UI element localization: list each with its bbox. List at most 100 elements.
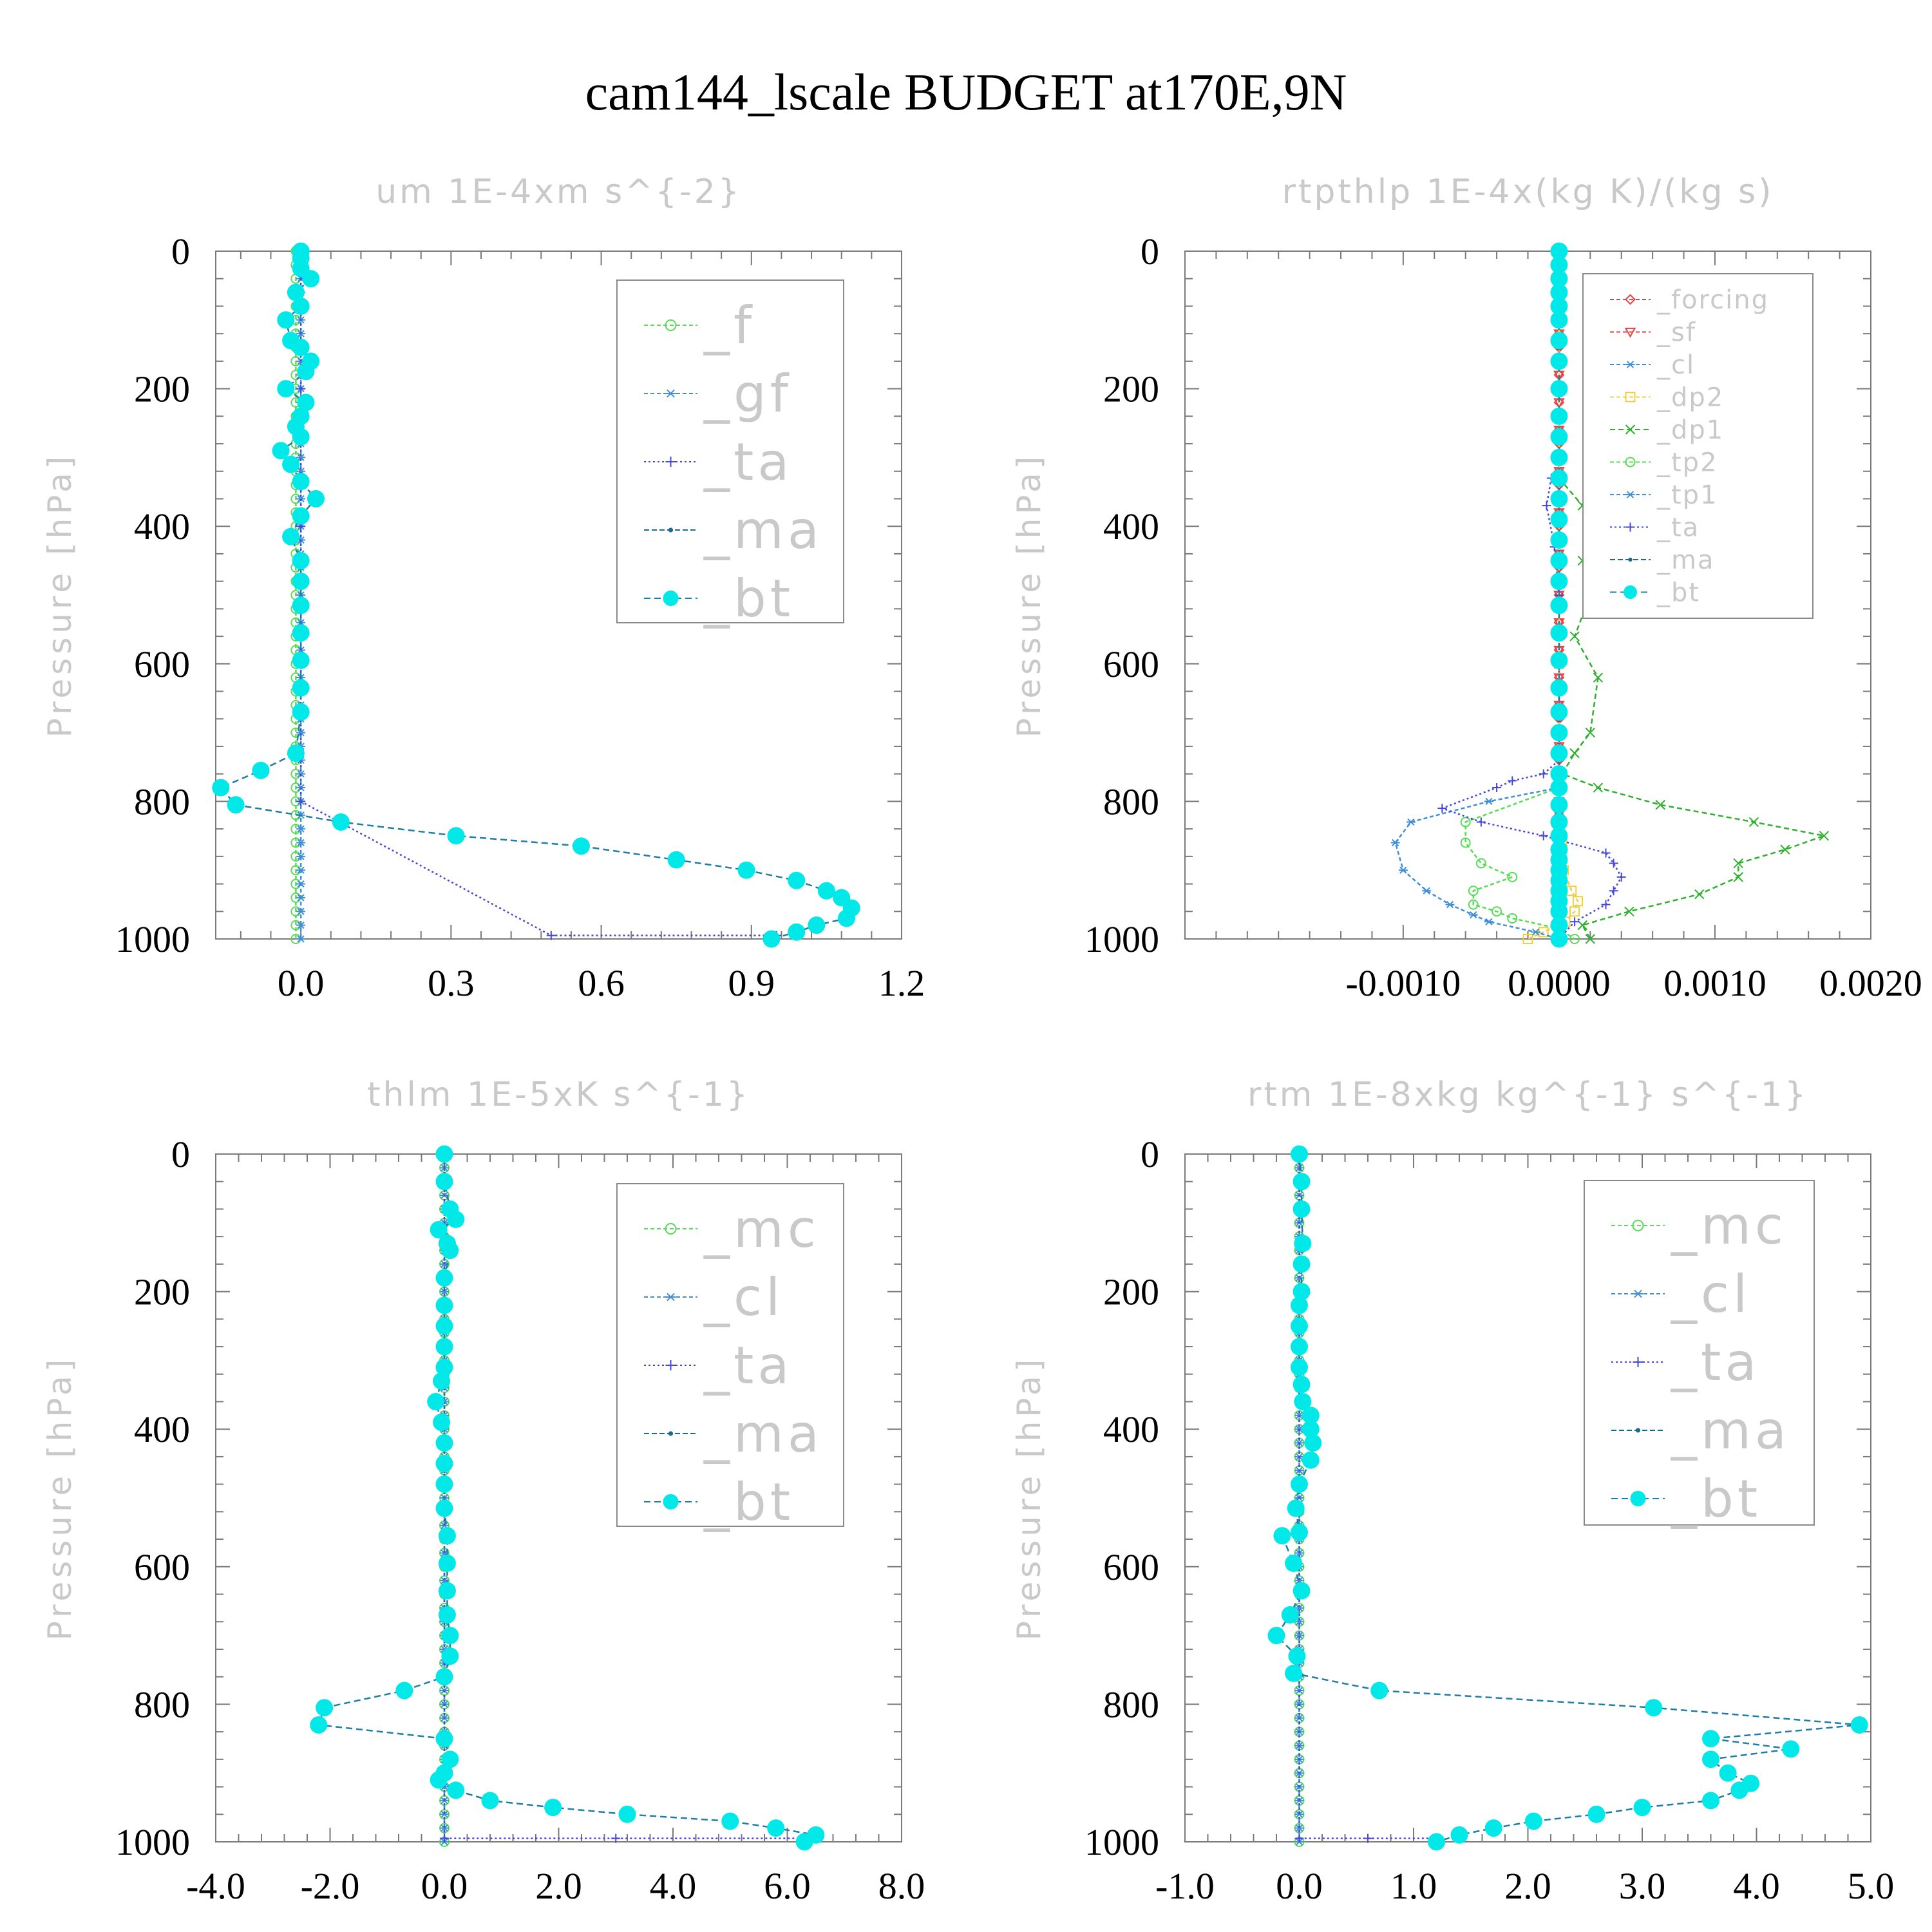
- data-point: [1694, 889, 1705, 900]
- data-point: [1550, 380, 1568, 398]
- data-point: [1450, 1826, 1468, 1844]
- data-point: [435, 1173, 453, 1191]
- data-point: [435, 1296, 453, 1314]
- y-tick-label: 0: [1141, 231, 1159, 272]
- x-tick-label: 1.0: [1390, 1865, 1437, 1907]
- data-point: [1553, 370, 1565, 381]
- data-point: [544, 1799, 562, 1817]
- data-point: [435, 1358, 453, 1376]
- legend-label: _cl: [1656, 350, 1695, 380]
- data-point: [1304, 1434, 1322, 1452]
- y-tick-label: 200: [1103, 368, 1159, 410]
- data-point: [435, 1317, 453, 1335]
- legend-label: _ta: [703, 432, 793, 492]
- data-point: [1702, 1730, 1719, 1748]
- data-point: [292, 473, 310, 491]
- data-point: [441, 1242, 459, 1260]
- panel-title: rtm 1E-8xkg kg^{-1} s^{-1}: [1247, 1075, 1808, 1114]
- x-tick-label: -1.0: [1155, 1865, 1215, 1907]
- x-tick-label: 5.0: [1848, 1865, 1895, 1907]
- panel-2: -0.0010 0.0000 0.0010 0.0020 0 200 400 600 800 10…: [1010, 173, 1922, 1004]
- data-point: [1780, 844, 1790, 855]
- data-point: [1370, 1681, 1388, 1700]
- data-point: [1550, 531, 1568, 549]
- legend-label: _tp2: [1656, 448, 1718, 478]
- panel-title: rtpthlp 1E-4x(kg K)/(kg s): [1282, 173, 1774, 211]
- legend-marker: [1633, 1357, 1643, 1367]
- legend-label: _ma: [703, 1404, 823, 1464]
- data-point: [1550, 511, 1568, 529]
- y-tick-label: 600: [1103, 1546, 1159, 1588]
- data-point: [1484, 918, 1493, 925]
- data-point: [1633, 1799, 1651, 1817]
- x-tick-label: 0.3: [428, 962, 475, 1004]
- data-point: [1782, 1740, 1800, 1758]
- data-point: [1550, 283, 1568, 301]
- data-point: [435, 1145, 453, 1163]
- legend-label: _ma: [703, 500, 823, 560]
- legend-label: _bt: [703, 1472, 794, 1532]
- data-point: [1587, 1805, 1605, 1823]
- data-point: [1569, 934, 1580, 944]
- data-point: [1550, 624, 1568, 642]
- data-point: [212, 779, 230, 797]
- data-point: [435, 1730, 453, 1748]
- data-point: [1550, 813, 1568, 831]
- data-point: [1293, 1200, 1311, 1218]
- data-point: [1550, 930, 1568, 948]
- legend-label: _f: [703, 296, 755, 355]
- data-point: [1437, 804, 1447, 813]
- data-point: [1601, 848, 1611, 858]
- data-point: [1550, 270, 1568, 288]
- data-point: [438, 1606, 456, 1624]
- x-tick-label: -2.0: [301, 1865, 360, 1907]
- data-point: [1492, 906, 1502, 917]
- data-point: [1569, 906, 1580, 917]
- data-point: [1550, 242, 1568, 260]
- data-point: [788, 871, 806, 889]
- data-point: [1281, 1606, 1299, 1624]
- data-point: [1550, 311, 1568, 329]
- data-point: [1702, 1792, 1719, 1810]
- series-line: [1464, 786, 1575, 940]
- x-tick-label: -4.0: [186, 1865, 245, 1907]
- data-point: [1550, 407, 1568, 425]
- data-point: [788, 923, 806, 941]
- y-tick-label: 800: [134, 781, 190, 822]
- data-point: [1294, 1235, 1312, 1253]
- data-point: [1730, 1781, 1748, 1799]
- legend: _f _gf _ta _ma _bt: [616, 279, 844, 629]
- data-point: [1291, 1145, 1308, 1163]
- data-point: [332, 813, 350, 831]
- data-point: [1719, 1764, 1737, 1782]
- data-point: [1609, 886, 1618, 896]
- data-point: [1550, 332, 1568, 350]
- y-tick-label: 600: [134, 643, 190, 685]
- x-tick-label: -0.0010: [1345, 962, 1461, 1004]
- y-tick-label: 1000: [115, 918, 190, 960]
- y-tick-label: 1000: [115, 1821, 190, 1863]
- data-point: [1550, 902, 1568, 920]
- data-point: [1291, 1358, 1308, 1376]
- data-point: [1468, 911, 1478, 919]
- data-point: [427, 1392, 445, 1410]
- data-point: [808, 916, 826, 934]
- data-point: [1550, 651, 1568, 669]
- data-point: [1294, 1549, 1304, 1557]
- data-point: [1294, 1631, 1304, 1640]
- data-point: [438, 1554, 456, 1572]
- data-point: [438, 1527, 456, 1545]
- x-tick-label: 0.0020: [1819, 962, 1922, 1004]
- data-point: [440, 1833, 449, 1843]
- data-point: [1522, 934, 1533, 944]
- legend-marker: [663, 1494, 679, 1510]
- data-point: [430, 1220, 448, 1238]
- data-point: [296, 853, 306, 860]
- data-point: [440, 1824, 449, 1832]
- x-tick-label: 1.2: [878, 962, 925, 1004]
- data-point: [618, 1805, 636, 1823]
- data-point: [1428, 1833, 1445, 1851]
- data-point: [1302, 1420, 1320, 1438]
- y-axis-label: Pressure [hPa]: [41, 1356, 79, 1641]
